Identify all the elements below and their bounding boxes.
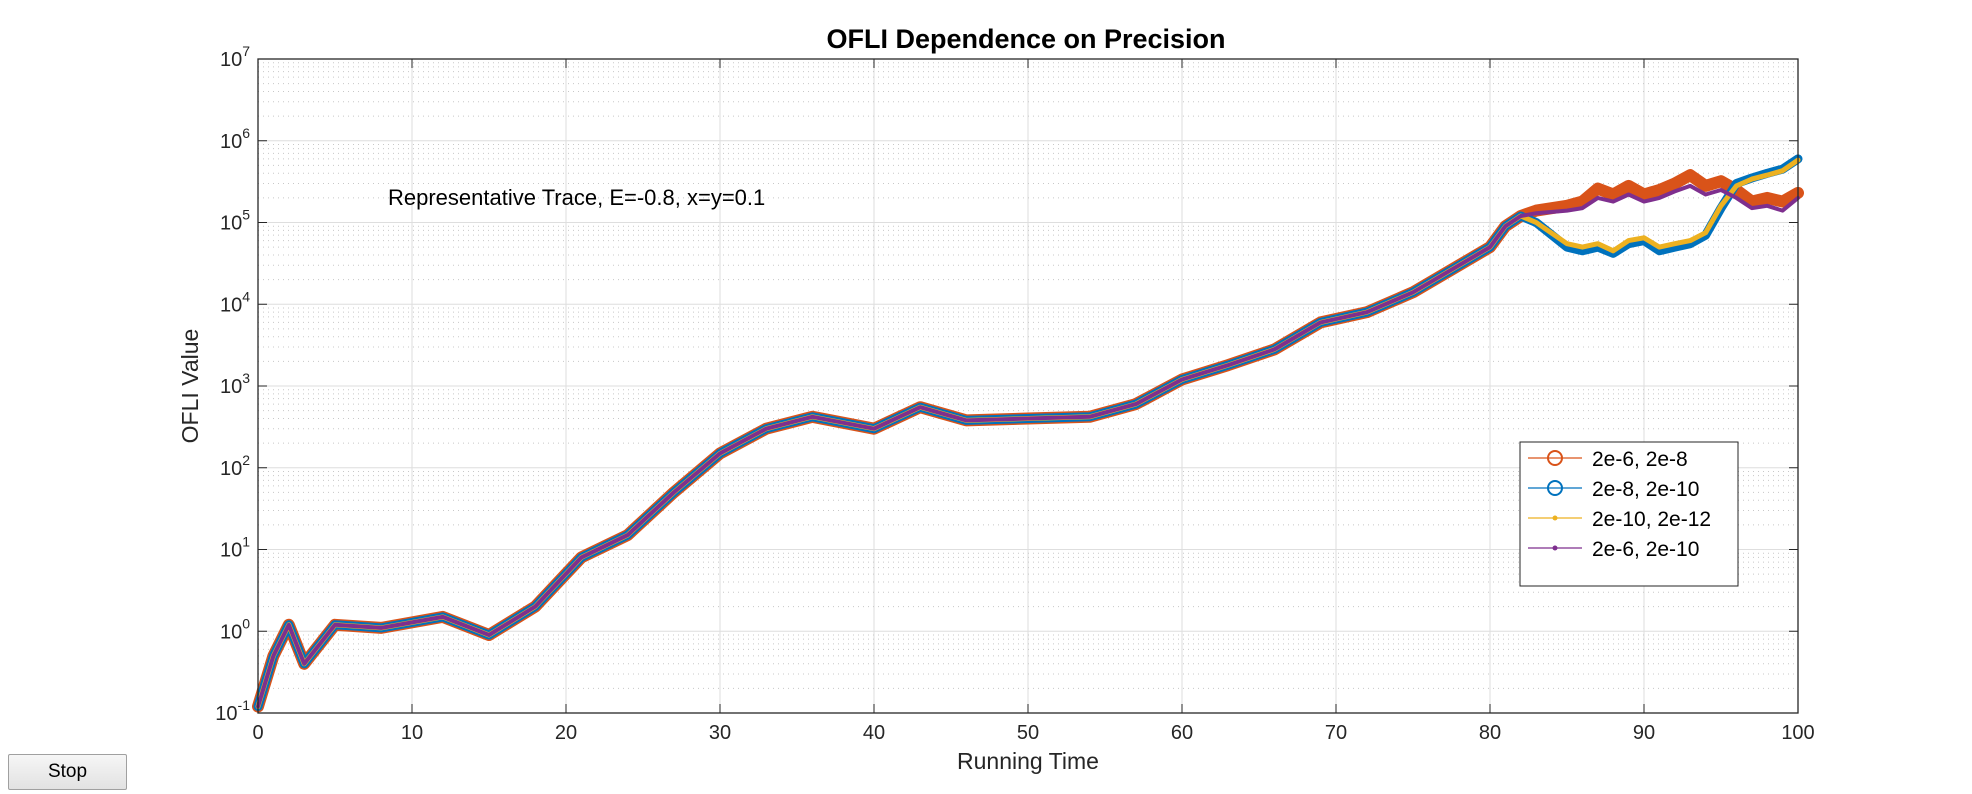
y-tick-label: 101 bbox=[220, 534, 250, 562]
legend-entry-label: 2e-8, 2e-10 bbox=[1592, 478, 1699, 501]
y-tick-label: 103 bbox=[220, 370, 250, 398]
x-tick-label: 20 bbox=[555, 722, 577, 744]
y-tick-label: 107 bbox=[220, 43, 250, 71]
y-tick-label: 106 bbox=[220, 125, 250, 153]
x-tick-label: 0 bbox=[252, 722, 263, 744]
legend-entry-label: 2e-10, 2e-12 bbox=[1592, 508, 1711, 531]
x-tick-label: 10 bbox=[401, 722, 423, 744]
x-tick-label: 80 bbox=[1479, 722, 1501, 744]
plot-lines bbox=[252, 154, 1804, 713]
y-tick-label: 10-1 bbox=[215, 697, 250, 725]
y-tick-label: 104 bbox=[220, 288, 250, 316]
x-tick-label: 60 bbox=[1171, 722, 1193, 744]
y-tick-label: 105 bbox=[220, 207, 250, 235]
x-tick-label: 30 bbox=[709, 722, 731, 744]
stop-button[interactable]: Stop bbox=[8, 754, 127, 790]
chart-title: OFLI Dependence on Precision bbox=[826, 24, 1225, 54]
x-axis-label: Running Time bbox=[957, 748, 1099, 774]
chart-annotation: Representative Trace, E=-0.8, x=y=0.1 bbox=[388, 185, 765, 210]
grid bbox=[257, 58, 1799, 714]
legend-entry-label: 2e-6, 2e-8 bbox=[1592, 448, 1688, 471]
x-tick-label: 90 bbox=[1633, 722, 1655, 744]
x-tick-label: 40 bbox=[863, 722, 885, 744]
legend[interactable]: 2e-6, 2e-8 2e-8, 2e-10 2e-10, 2e-12 2e-6, 2… bbox=[1519, 441, 1739, 587]
legend-entry-label: 2e-6, 2e-10 bbox=[1592, 538, 1699, 561]
y-axis-label: OFLI Value bbox=[177, 329, 203, 444]
legend-circle-marker bbox=[1547, 480, 1563, 496]
ticks: 0 10 20 30 40 50 60 70 80 90 100 10-1 100 101 102 103 10… bbox=[215, 43, 1814, 744]
legend-point-marker bbox=[1552, 515, 1558, 521]
series-line bbox=[256, 183, 1800, 709]
x-tick-label: 100 bbox=[1781, 722, 1814, 744]
legend-box bbox=[1519, 441, 1739, 587]
x-tick-label: 50 bbox=[1017, 722, 1039, 744]
x-tick-label: 70 bbox=[1325, 722, 1347, 744]
y-tick-label: 102 bbox=[220, 452, 250, 480]
legend-circle-marker bbox=[1547, 450, 1563, 466]
legend-point-marker bbox=[1552, 545, 1558, 551]
y-tick-label: 100 bbox=[220, 615, 250, 643]
